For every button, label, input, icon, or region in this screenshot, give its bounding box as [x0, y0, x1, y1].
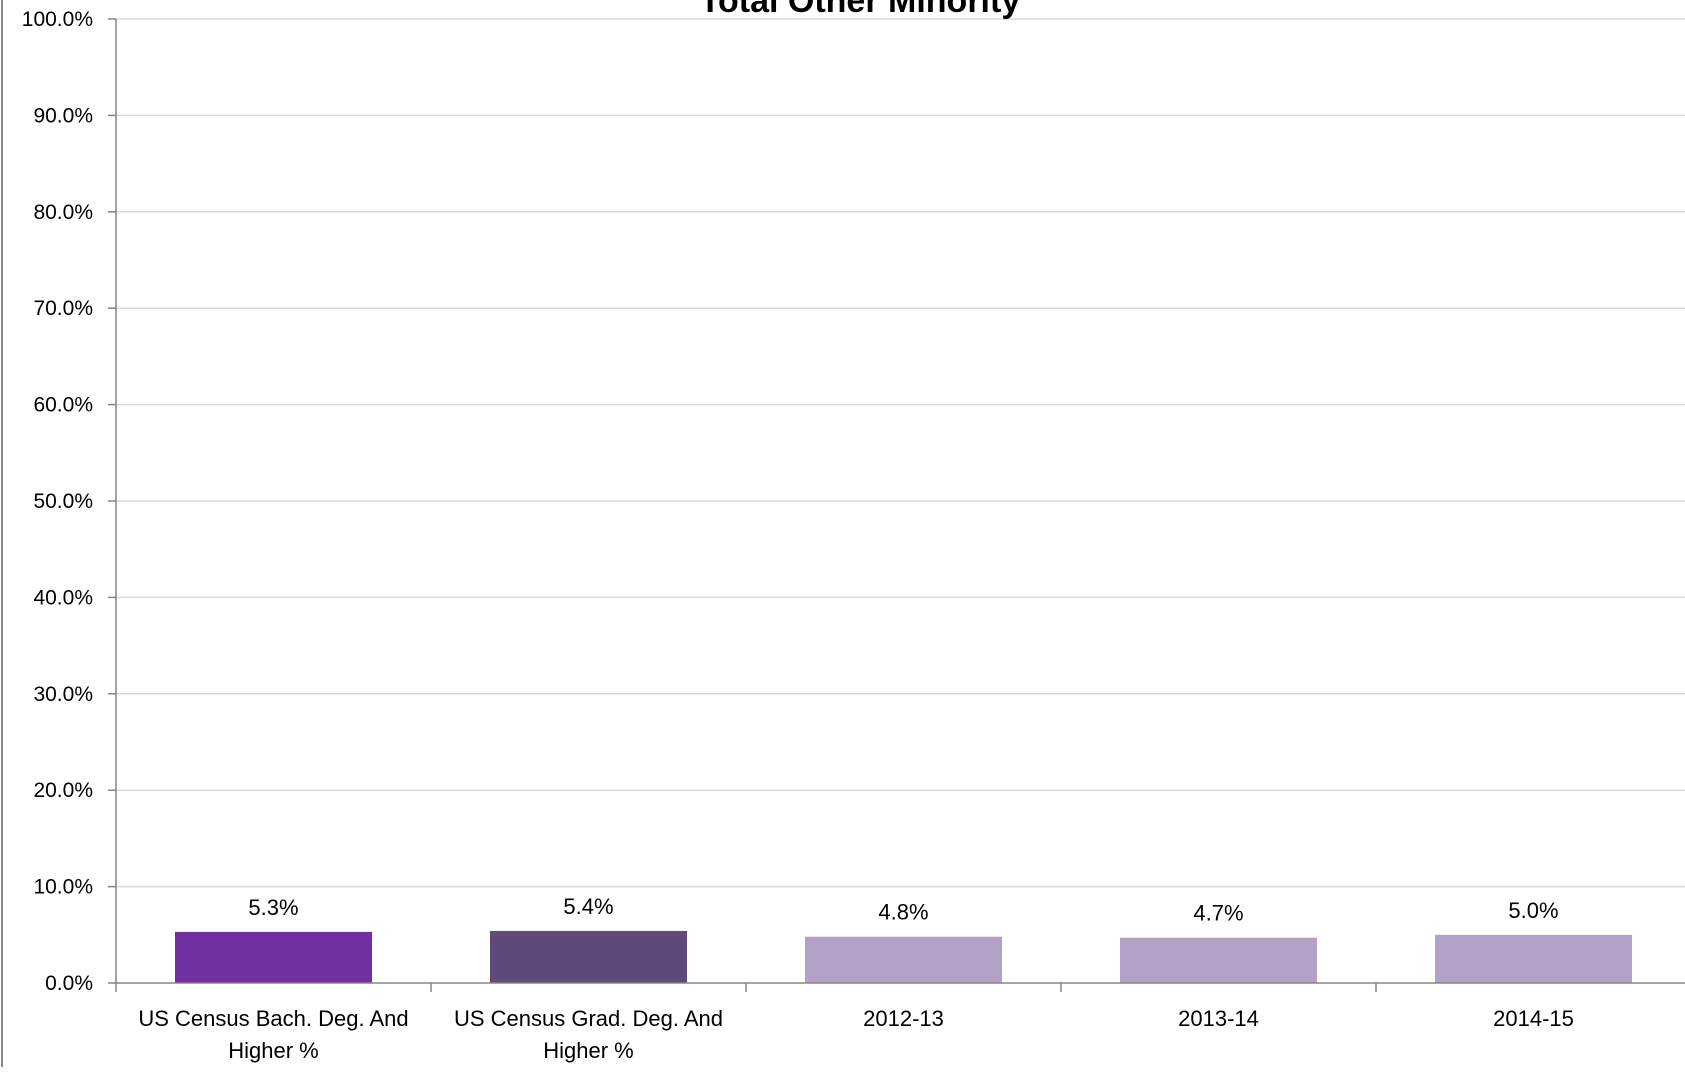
- category-label: US Census Grad. Deg. And: [454, 1006, 723, 1031]
- y-tick-label: 30.0%: [33, 683, 93, 706]
- y-tick-label: 70.0%: [33, 297, 93, 320]
- data-label: 5.4%: [563, 894, 613, 919]
- y-tick-label: 60.0%: [33, 394, 93, 417]
- bar: [805, 936, 1002, 983]
- axes: [108, 18, 1685, 992]
- category-label: 2012-13: [863, 1006, 944, 1031]
- chart-title: Total Other Minority: [700, 0, 1021, 20]
- y-tick-label: 90.0%: [33, 104, 93, 127]
- bar: [175, 931, 372, 983]
- gridlines: [116, 18, 1685, 888]
- bar: [490, 930, 687, 983]
- data-label: 5.0%: [1508, 898, 1558, 923]
- bar: [1120, 937, 1317, 983]
- labels: 0.0% 10.0% 20.0% 30.0% 40.0% 50.0% 60.0% 70.0% 8…: [22, 8, 1574, 1063]
- category-label: US Census Bach. Deg. And: [138, 1006, 408, 1031]
- bar: [1435, 934, 1632, 983]
- y-tick-label: 0.0%: [45, 972, 93, 995]
- bars: [175, 930, 1632, 983]
- y-tick-label: 80.0%: [33, 201, 93, 224]
- category-label: Higher %: [543, 1038, 633, 1063]
- y-tick-label: 20.0%: [33, 779, 93, 802]
- y-tick-label: 40.0%: [33, 586, 93, 609]
- data-label: 5.3%: [248, 895, 298, 920]
- category-label: 2013-14: [1178, 1006, 1259, 1031]
- category-label: 2014-15: [1493, 1006, 1574, 1031]
- y-tick-label: 100.0%: [22, 8, 93, 31]
- y-tick-label: 50.0%: [33, 490, 93, 513]
- data-label: 4.7%: [1193, 901, 1243, 926]
- y-tick-label: 10.0%: [33, 876, 93, 899]
- category-label: Higher %: [228, 1038, 318, 1063]
- data-label: 4.8%: [878, 900, 928, 925]
